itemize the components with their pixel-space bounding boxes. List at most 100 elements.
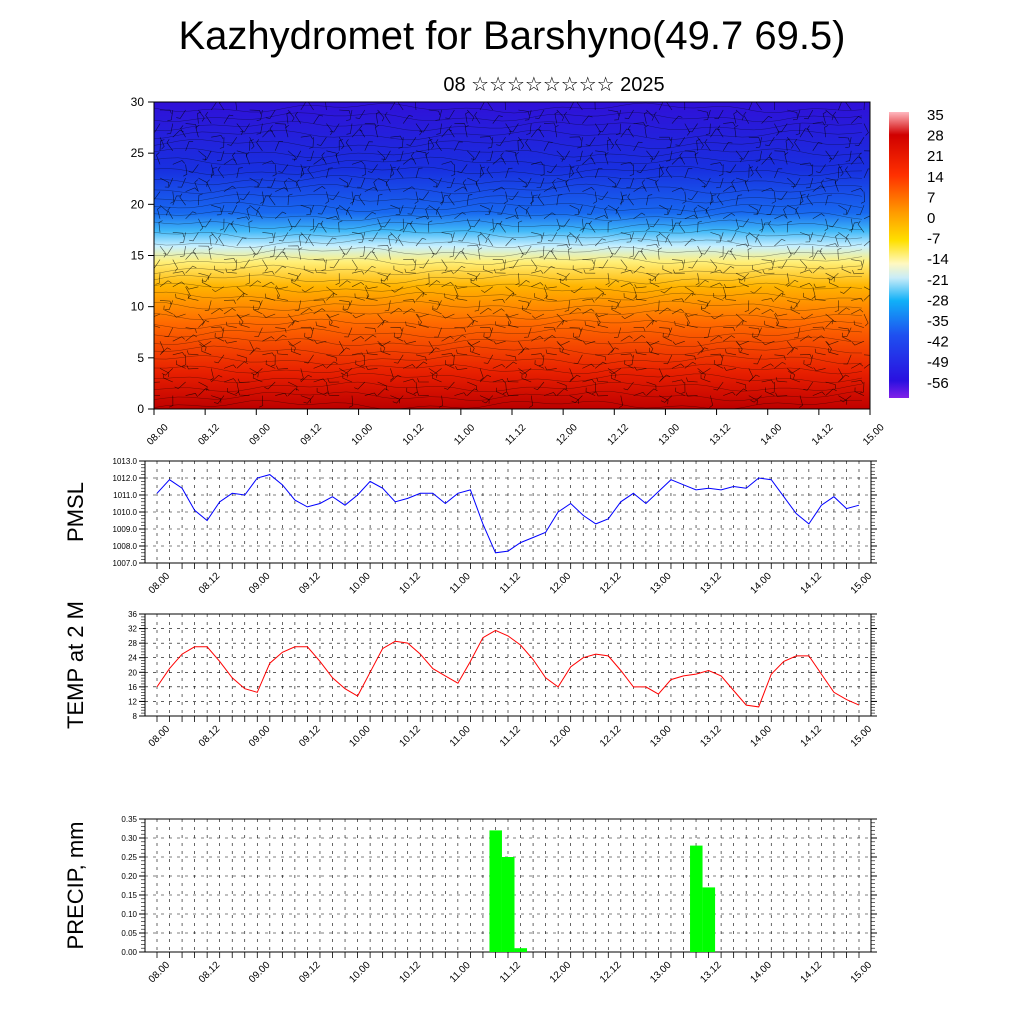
wind-barb bbox=[825, 109, 834, 121]
heatmap-y-tick-label: 15 bbox=[131, 249, 145, 263]
wind-barb bbox=[237, 313, 250, 319]
wind-barb bbox=[730, 247, 737, 260]
wind-barb bbox=[834, 300, 839, 313]
precip-bar bbox=[690, 845, 703, 952]
wind-barb bbox=[799, 194, 806, 206]
wind-barb bbox=[637, 232, 647, 242]
wind-barb bbox=[620, 335, 633, 342]
wind-barb bbox=[357, 177, 366, 188]
wind-barb bbox=[494, 269, 506, 274]
wind-barb bbox=[307, 327, 314, 339]
wind-barb bbox=[505, 167, 513, 179]
wind-barb bbox=[560, 150, 570, 160]
wind-barb bbox=[218, 327, 225, 339]
wind-barb bbox=[170, 191, 175, 204]
wind-barb bbox=[785, 138, 790, 151]
wind-barb bbox=[629, 245, 634, 258]
wind-barb bbox=[517, 220, 523, 233]
wind-barb bbox=[210, 167, 218, 179]
x-tick-label: 14.12 bbox=[799, 959, 825, 985]
wind-barb bbox=[849, 218, 854, 231]
wind-barb bbox=[435, 139, 442, 151]
wind-barb bbox=[649, 218, 660, 228]
wind-barb bbox=[262, 352, 275, 357]
x-tick-label: 09.12 bbox=[297, 959, 323, 985]
wind-barb bbox=[166, 123, 174, 135]
wind-barb bbox=[505, 215, 518, 220]
heatmap-contour bbox=[154, 138, 863, 150]
wind-barb bbox=[185, 211, 197, 220]
wind-barb bbox=[838, 395, 848, 405]
wind-barb bbox=[185, 327, 197, 333]
wind-barb bbox=[747, 247, 752, 260]
wind-barb bbox=[439, 395, 444, 408]
wind-barb bbox=[415, 292, 427, 301]
wind-barb bbox=[521, 374, 532, 383]
wind-barb bbox=[524, 327, 532, 338]
wind-barb bbox=[828, 218, 839, 228]
wind-barb bbox=[589, 152, 596, 165]
wind-barb bbox=[640, 247, 647, 260]
wind-barb bbox=[195, 124, 200, 138]
x-tick-label: 10.00 bbox=[347, 570, 373, 596]
heatmap-warm-region bbox=[400, 320, 640, 409]
wind-barb bbox=[556, 244, 569, 249]
wind-barb bbox=[786, 347, 799, 356]
wind-barb bbox=[245, 273, 250, 285]
heatmap-contour bbox=[154, 256, 863, 267]
wind-barb bbox=[262, 270, 275, 275]
wind-barb bbox=[531, 335, 544, 342]
x-tick-label: 10.00 bbox=[347, 723, 373, 749]
wind-barb bbox=[851, 363, 864, 369]
wind-barb bbox=[313, 114, 324, 124]
wind-barb bbox=[339, 280, 351, 288]
wind-barb bbox=[803, 292, 813, 301]
colorbar-label: -28 bbox=[927, 292, 949, 309]
wind-barb bbox=[713, 292, 724, 301]
wind-barb bbox=[503, 191, 508, 204]
y-tick-label: 0.20 bbox=[121, 872, 137, 881]
wind-barb bbox=[529, 191, 534, 204]
wind-barb bbox=[186, 285, 199, 290]
wind-barb bbox=[515, 152, 519, 165]
wind-barb bbox=[761, 379, 774, 384]
x-tick-label: 13.12 bbox=[698, 959, 724, 985]
wind-barb bbox=[506, 377, 519, 383]
wind-barb bbox=[839, 395, 852, 403]
precip-chart: 0.00 0.05 0.10 0.15 0.20 0.25 0.30 0.35 08.00 08.… bbox=[63, 815, 877, 985]
wind-barb bbox=[303, 395, 314, 404]
wind-barb bbox=[481, 286, 493, 293]
wind-barb bbox=[355, 360, 365, 369]
wind-barb bbox=[214, 354, 225, 364]
heatmap-x-tick-label: 12.00 bbox=[554, 422, 580, 448]
x-tick-label: 10.00 bbox=[347, 959, 373, 985]
wind-barb bbox=[277, 294, 289, 301]
wind-barb bbox=[373, 179, 378, 192]
wind-barb bbox=[377, 313, 385, 326]
wind-barb bbox=[211, 326, 224, 331]
wind-barb bbox=[519, 368, 532, 375]
wind-barb bbox=[526, 206, 532, 219]
wind-barb bbox=[466, 150, 475, 162]
wind-barb bbox=[159, 347, 171, 356]
wind-barb bbox=[185, 141, 194, 151]
wind-barb bbox=[753, 205, 762, 215]
wind-barb bbox=[659, 204, 669, 214]
wind-barb bbox=[684, 168, 693, 179]
wind-barb bbox=[338, 245, 346, 258]
wind-barb bbox=[841, 332, 852, 342]
wind-barb bbox=[230, 220, 238, 233]
wind-barb bbox=[518, 368, 527, 379]
wind-barb bbox=[569, 164, 574, 177]
wind-barb bbox=[432, 300, 442, 310]
wind-barb bbox=[329, 123, 340, 133]
wind-barb bbox=[497, 205, 506, 215]
wind-barb bbox=[425, 152, 430, 165]
wind-barb bbox=[445, 109, 455, 119]
wind-barb bbox=[711, 313, 724, 320]
wind-barb bbox=[750, 286, 762, 294]
y-tick-label: 1013.0 bbox=[113, 457, 138, 466]
wind-barb bbox=[607, 109, 619, 116]
wind-barb bbox=[748, 102, 753, 111]
wind-barb bbox=[467, 244, 480, 249]
